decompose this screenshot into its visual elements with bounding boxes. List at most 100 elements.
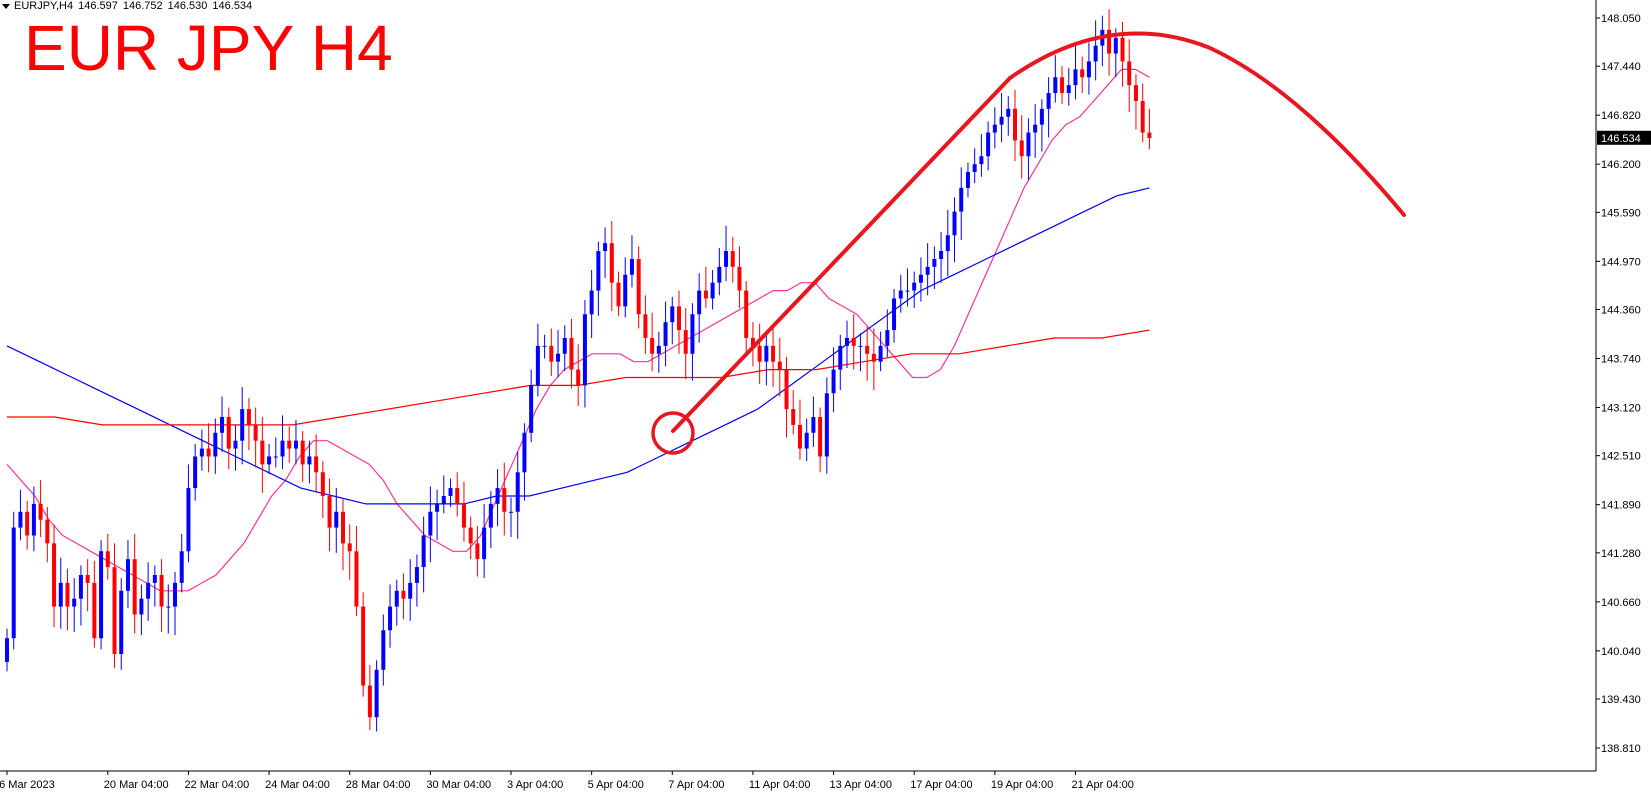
- candle: [502, 462, 507, 536]
- candle: [623, 257, 628, 318]
- candle-body: [293, 440, 298, 449]
- candle: [959, 167, 964, 241]
- candle: [179, 533, 184, 593]
- candle-body: [636, 258, 641, 315]
- candle-body: [1013, 108, 1017, 141]
- candle: [213, 418, 218, 474]
- candle: [1133, 74, 1138, 130]
- candle-body: [972, 164, 977, 173]
- candle-body: [885, 330, 890, 346]
- candle-body: [280, 440, 285, 457]
- candle: [240, 386, 245, 465]
- candle-body: [892, 298, 897, 331]
- time-tick-label: 3 Apr 04:00: [507, 779, 563, 791]
- candle-body: [562, 337, 567, 354]
- candle: [253, 407, 258, 468]
- candle-body: [999, 116, 1004, 125]
- price-tick-label: 142.510: [1601, 451, 1641, 463]
- candle-body: [78, 574, 83, 599]
- candle: [448, 478, 453, 508]
- candle: [334, 488, 339, 553]
- low-point-circle: [651, 411, 695, 455]
- price-tick-label: 140.660: [1601, 597, 1641, 609]
- candle: [992, 107, 997, 149]
- price-tick-label: 139.430: [1601, 694, 1641, 706]
- candle: [535, 323, 540, 397]
- candle: [744, 281, 749, 357]
- candle: [206, 423, 211, 473]
- time-tick-label: 11 Apr 04:00: [749, 779, 811, 791]
- candle-body: [986, 132, 991, 157]
- candle: [629, 235, 634, 288]
- candle: [851, 314, 856, 370]
- candle: [482, 503, 487, 579]
- candle: [72, 578, 77, 632]
- candle-body: [159, 574, 164, 607]
- candle-body: [273, 456, 278, 458]
- candle: [293, 420, 298, 465]
- candle-body: [569, 337, 574, 370]
- candle: [757, 323, 762, 384]
- candle-body: [186, 488, 191, 552]
- candle-body: [72, 598, 77, 607]
- candle-body: [388, 606, 393, 631]
- candle: [146, 562, 151, 621]
- price-axis: 148.050 147.440 146.820 146.200 145.590 144.9…: [1595, 0, 1651, 771]
- candle: [965, 162, 970, 198]
- candle: [1107, 9, 1112, 76]
- candle: [314, 434, 319, 493]
- candle-body: [1073, 69, 1078, 86]
- candle-body: [105, 551, 110, 568]
- symbol-info-bar: EURJPY,H4 146.597 146.752 146.530 146.534: [2, 0, 257, 12]
- candle-body: [777, 361, 782, 370]
- price-tick-label: 143.120: [1601, 402, 1641, 414]
- candle: [542, 334, 547, 359]
- candle: [703, 266, 708, 308]
- candle: [683, 307, 688, 380]
- candle: [871, 328, 876, 391]
- dropdown-triangle-icon[interactable]: [2, 3, 10, 9]
- candle: [435, 489, 440, 541]
- candle: [865, 326, 870, 381]
- candle-body: [589, 290, 594, 315]
- candle: [152, 565, 157, 607]
- candle: [38, 480, 43, 538]
- candle-body: [367, 685, 372, 718]
- candle: [401, 573, 406, 620]
- candle-body: [1066, 85, 1071, 94]
- candle-body: [1046, 93, 1051, 109]
- candle: [1080, 56, 1085, 94]
- candle-body: [898, 290, 903, 299]
- candle-body: [871, 353, 876, 362]
- candle: [885, 309, 890, 357]
- candle-body: [623, 274, 628, 307]
- close-value: 146.534: [212, 0, 253, 12]
- candle: [784, 356, 789, 438]
- candle-body: [824, 393, 829, 457]
- candle: [818, 407, 823, 473]
- candle: [522, 423, 527, 501]
- price-tick-label: 146.820: [1601, 110, 1641, 122]
- candle: [78, 565, 83, 626]
- candle: [468, 516, 473, 560]
- candle: [777, 337, 782, 397]
- candle: [643, 295, 648, 354]
- candle-body: [757, 345, 762, 362]
- candle-body: [220, 416, 225, 433]
- candle-body: [730, 251, 735, 267]
- candle-body: [670, 306, 675, 323]
- candle-body: [267, 456, 272, 465]
- candle-body: [1140, 100, 1145, 133]
- candle: [421, 516, 426, 593]
- candle-body: [314, 456, 319, 473]
- candle: [11, 511, 16, 650]
- time-tick-label: 22 Mar 04:00: [184, 779, 249, 791]
- time-tick-label: 5 Apr 04:00: [588, 779, 644, 791]
- candle-body: [408, 582, 413, 599]
- candle-body: [918, 274, 923, 283]
- candle-body: [92, 582, 97, 639]
- candle-body: [421, 535, 426, 568]
- candle: [455, 472, 460, 517]
- candle-body: [925, 266, 930, 275]
- candle: [300, 431, 305, 482]
